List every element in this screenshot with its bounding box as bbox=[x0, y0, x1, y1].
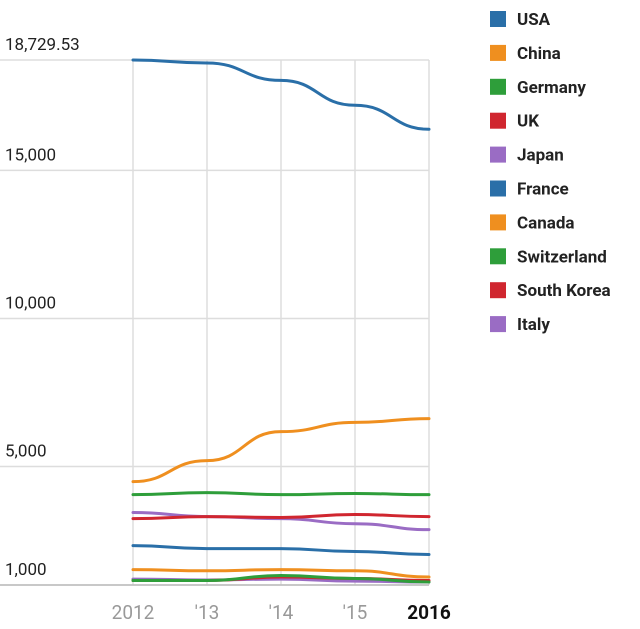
line-series bbox=[131, 58, 431, 131]
legend-swatch bbox=[490, 112, 506, 129]
y-tick-label: 1,000 bbox=[5, 560, 47, 580]
legend-label: USA bbox=[517, 10, 551, 30]
legend-label: Italy bbox=[517, 315, 550, 335]
legend-label: Japan bbox=[517, 146, 564, 166]
y-tick-label: 10,000 bbox=[5, 293, 56, 313]
legend-swatch bbox=[490, 316, 506, 333]
y-tick-label: 15,000 bbox=[5, 145, 56, 165]
legend-label: South Korea bbox=[517, 281, 611, 301]
line-series bbox=[131, 574, 431, 584]
legend-swatch bbox=[490, 78, 506, 95]
x-tick-label: '13 bbox=[195, 601, 220, 624]
x-tick-label: 2016 bbox=[407, 601, 451, 624]
x-tick-label: 2012 bbox=[112, 601, 155, 624]
legend-label: China bbox=[517, 44, 561, 64]
legend-swatch bbox=[490, 282, 506, 299]
y-tick-label: 18,729.53 bbox=[5, 35, 80, 55]
legend-swatch bbox=[490, 44, 506, 61]
legend-label: Switzerland bbox=[517, 247, 607, 267]
legend-swatch bbox=[490, 214, 506, 231]
legend-swatch bbox=[490, 146, 506, 163]
legend-swatch bbox=[490, 248, 506, 265]
line-series bbox=[131, 544, 431, 556]
y-tick-label: 5,000 bbox=[5, 442, 47, 462]
legend-label: Germany bbox=[517, 78, 586, 98]
legend-swatch bbox=[490, 11, 506, 27]
line-series bbox=[131, 568, 431, 579]
legend-swatch bbox=[490, 180, 506, 197]
x-tick-label: '15 bbox=[343, 601, 368, 624]
line-series bbox=[131, 417, 431, 484]
legend-label: UK bbox=[517, 112, 539, 132]
legend-label: France bbox=[517, 180, 569, 200]
legend-label: Canada bbox=[517, 213, 575, 233]
line-series bbox=[131, 513, 431, 521]
x-tick-label: '14 bbox=[269, 601, 294, 624]
line-series bbox=[131, 491, 431, 497]
